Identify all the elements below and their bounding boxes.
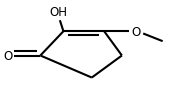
Text: OH: OH xyxy=(49,6,67,19)
Text: O: O xyxy=(131,26,141,38)
Text: O: O xyxy=(4,50,13,62)
